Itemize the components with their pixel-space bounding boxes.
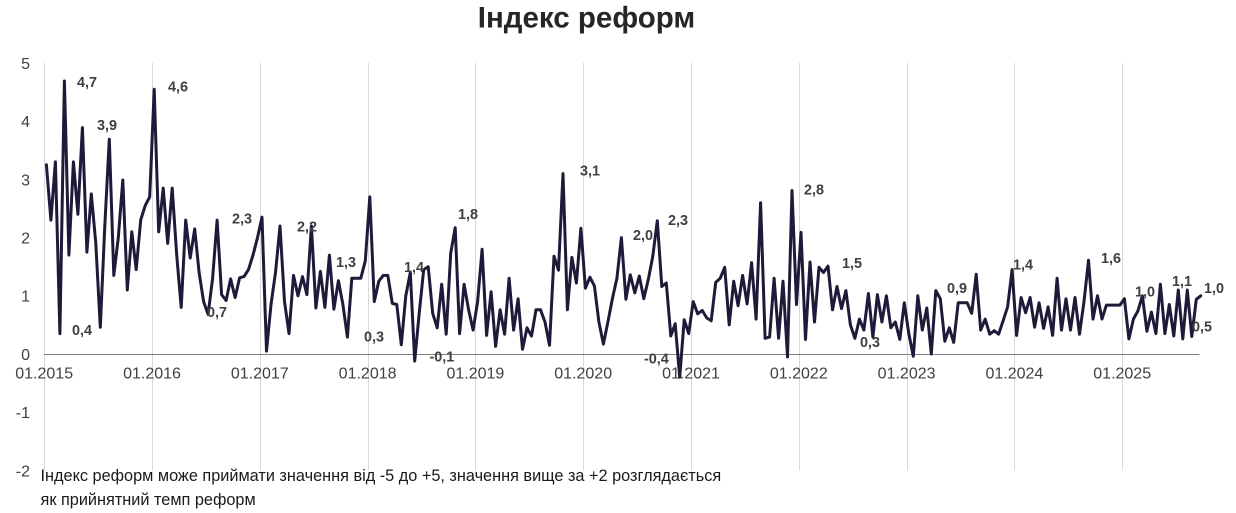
svg-text:2,0: 2,0	[633, 228, 653, 244]
svg-text:0,3: 0,3	[364, 330, 384, 346]
svg-text:-0,4: -0,4	[644, 352, 669, 368]
svg-text:2,3: 2,3	[232, 212, 252, 228]
svg-text:01.2017: 01.2017	[231, 366, 289, 383]
svg-text:01.2022: 01.2022	[770, 366, 828, 383]
svg-text:1: 1	[21, 289, 30, 306]
svg-text:1,8: 1,8	[458, 207, 478, 223]
svg-text:2,8: 2,8	[804, 183, 824, 199]
svg-text:0,9: 0,9	[947, 281, 967, 297]
svg-text:01.2023: 01.2023	[878, 366, 936, 383]
svg-text:3: 3	[21, 172, 30, 189]
svg-text:1,4: 1,4	[404, 260, 424, 276]
svg-text:0,4: 0,4	[72, 323, 92, 339]
svg-text:1,0: 1,0	[1204, 281, 1224, 297]
svg-text:2,2: 2,2	[297, 220, 317, 236]
svg-text:-2: -2	[16, 463, 30, 480]
svg-text:4: 4	[21, 114, 30, 131]
svg-text:-0,1: -0,1	[430, 350, 455, 366]
svg-text:1,0: 1,0	[1135, 285, 1155, 301]
svg-text:01.2021: 01.2021	[662, 366, 720, 383]
svg-text:1,5: 1,5	[842, 256, 862, 272]
svg-text:-1: -1	[16, 405, 30, 422]
svg-text:3,9: 3,9	[97, 118, 117, 134]
svg-text:Індекс реформ може приймати зн: Індекс реформ може приймати значення від…	[41, 467, 722, 485]
svg-text:01.2020: 01.2020	[554, 366, 612, 383]
svg-text:4,6: 4,6	[168, 80, 188, 96]
svg-text:01.2019: 01.2019	[446, 366, 504, 383]
svg-text:1,4: 1,4	[1013, 258, 1033, 274]
svg-text:01.2018: 01.2018	[339, 366, 397, 383]
svg-text:01.2024: 01.2024	[985, 366, 1043, 383]
svg-text:01.2025: 01.2025	[1093, 366, 1151, 383]
svg-text:4,7: 4,7	[77, 75, 97, 91]
svg-text:5: 5	[21, 56, 30, 73]
svg-text:0: 0	[21, 347, 30, 364]
svg-text:0,7: 0,7	[207, 305, 227, 321]
svg-text:як прийнятний темп реформ: як прийнятний темп реформ	[41, 491, 256, 509]
svg-text:1,1: 1,1	[1172, 274, 1192, 290]
svg-text:01.2016: 01.2016	[123, 366, 181, 383]
svg-text:2,3: 2,3	[668, 213, 688, 229]
svg-text:01.2015: 01.2015	[15, 366, 73, 383]
svg-text:0,3: 0,3	[860, 335, 880, 351]
svg-text:1,3: 1,3	[336, 255, 356, 271]
svg-text:2: 2	[21, 231, 30, 248]
svg-text:Індекс реформ: Індекс реформ	[478, 2, 695, 35]
svg-text:1,6: 1,6	[1101, 251, 1121, 267]
svg-text:3,1: 3,1	[580, 164, 600, 180]
svg-text:0,5: 0,5	[1192, 320, 1212, 336]
